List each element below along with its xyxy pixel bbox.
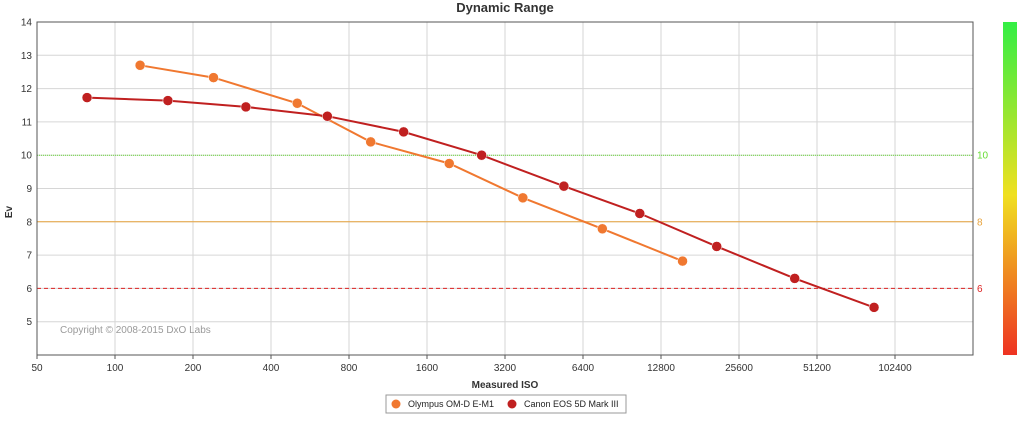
data-point[interactable]	[868, 302, 880, 313]
x-tick-label: 6400	[572, 363, 595, 374]
data-point[interactable]	[677, 255, 688, 267]
y-axis-label: Ev	[4, 205, 15, 218]
x-axis-ticks: 50 100 200 400 800 1600 3200 6400 12800 25600 5120…	[31, 355, 912, 374]
legend-marker	[391, 399, 401, 409]
data-point[interactable]	[162, 95, 174, 106]
y-tick-label: 13	[21, 51, 33, 62]
y-tick-label: 8	[26, 217, 32, 228]
data-point[interactable]	[322, 110, 333, 122]
data-point[interactable]	[444, 158, 455, 169]
data-point[interactable]	[240, 101, 252, 113]
x-tick-label: 1600	[416, 363, 439, 374]
series-2	[81, 92, 880, 313]
data-point[interactable]	[634, 208, 646, 219]
data-point[interactable]	[558, 180, 570, 192]
data-point[interactable]	[517, 192, 529, 204]
legend-box	[385, 394, 627, 414]
legend-label[interactable]: Olympus OM-D E-M1	[408, 399, 494, 409]
x-tick-label: 3200	[494, 363, 517, 374]
series-1	[134, 60, 688, 267]
y-tick-label: 10	[21, 151, 33, 162]
x-tick-label: 51200	[803, 363, 831, 374]
x-axis-label: Measured ISO	[472, 380, 539, 391]
x-tick-label: 200	[185, 363, 202, 374]
y-tick-label: 9	[26, 184, 32, 195]
x-tick-label: 100	[107, 363, 124, 374]
data-point[interactable]	[365, 136, 376, 148]
data-point[interactable]	[711, 241, 722, 252]
x-tick-label: 50	[31, 363, 43, 374]
data-point[interactable]	[398, 126, 409, 138]
x-tick-label: 400	[263, 363, 280, 374]
y-tick-label: 6	[26, 284, 32, 295]
x-tick-label: 800	[341, 363, 358, 374]
legend-marker	[507, 399, 517, 409]
y-axis-ticks: 5 6 7 8 9 10 11 12 13 14	[21, 18, 33, 329]
chart-title: Dynamic Range	[456, 0, 554, 15]
series-layer	[81, 60, 880, 313]
legend-label[interactable]: Canon EOS 5D Mark III	[524, 399, 619, 409]
x-tick-label: 102400	[878, 363, 912, 374]
x-tick-label: 25600	[725, 363, 753, 374]
data-point[interactable]	[597, 223, 608, 235]
y-tick-label: 14	[21, 18, 33, 29]
data-point[interactable]	[789, 273, 800, 284]
legend: Olympus OM-D E-M1 Canon EOS 5D Mark III	[385, 394, 627, 414]
data-point[interactable]	[134, 60, 146, 71]
reference-label-8: 8	[977, 217, 983, 228]
data-point[interactable]	[476, 149, 487, 161]
reference-label-10: 10	[977, 151, 989, 162]
y-tick-label: 7	[26, 251, 32, 262]
y-tick-label: 5	[26, 317, 32, 328]
y-tick-label: 12	[21, 84, 33, 95]
data-point[interactable]	[291, 98, 303, 109]
reference-label-6: 6	[977, 284, 983, 295]
y-tick-label: 11	[22, 117, 33, 128]
x-tick-label: 12800	[647, 363, 675, 374]
series-line	[139, 64, 683, 263]
reference-lines: 10 8 6	[37, 151, 989, 295]
color-scale-bar	[1003, 22, 1017, 355]
data-point[interactable]	[208, 72, 219, 83]
copyright-notice: Copyright © 2008-2015 DxO Labs	[60, 325, 211, 336]
data-point[interactable]	[81, 92, 93, 103]
